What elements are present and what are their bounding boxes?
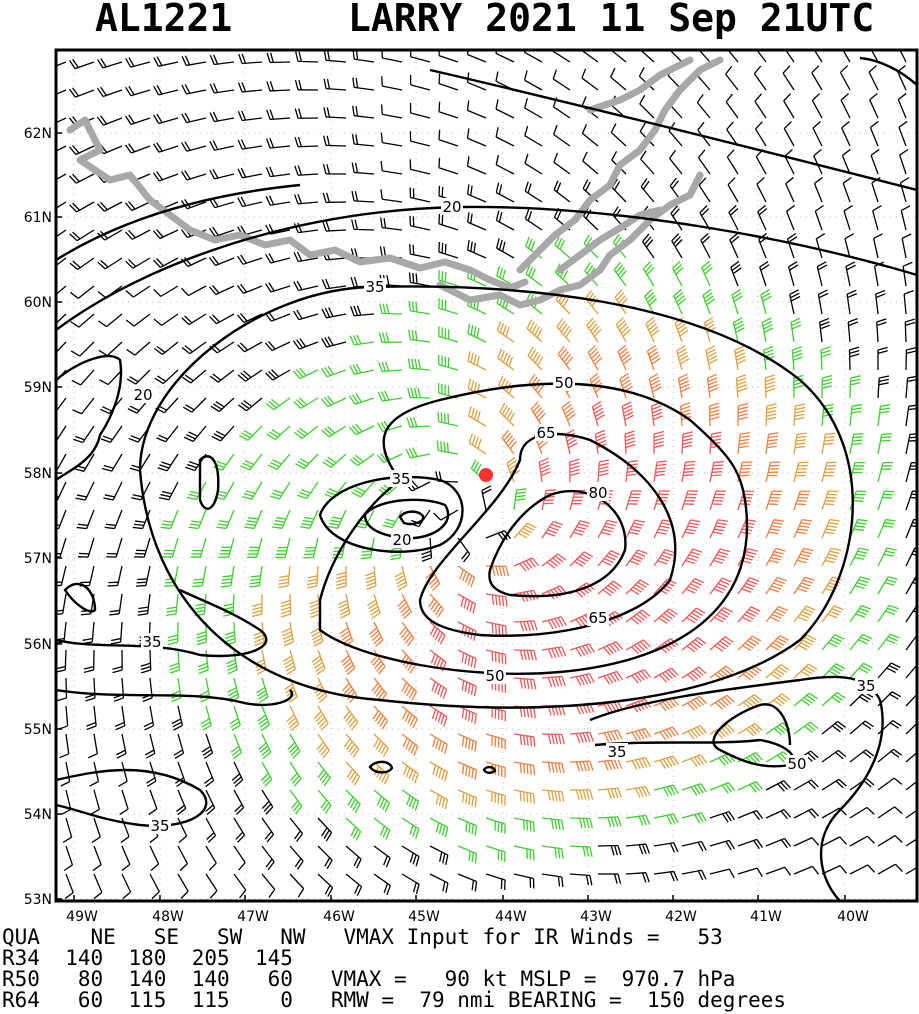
- contour-label: 20: [133, 386, 152, 404]
- lat-tick-label: 55N: [24, 722, 52, 738]
- contour-label: 35: [856, 677, 875, 695]
- greenland-coastline: [66, 56, 724, 309]
- r34-nw: 145: [254, 946, 293, 970]
- lat-tick-label: 58N: [24, 466, 52, 482]
- latitude-axis: 62N 61N 60N 59N 58N 57N 56N 55N 54N 53N: [24, 126, 62, 908]
- nw-label: NW: [280, 925, 306, 949]
- lon-tick-label: 48W: [152, 909, 184, 925]
- r50-se: 140: [128, 967, 167, 991]
- ne-label: NE: [90, 925, 116, 949]
- contour-label: 35: [391, 470, 410, 488]
- r64-nw: 0: [280, 988, 293, 1012]
- contour-label: 65: [536, 424, 555, 442]
- contour-label: 65: [588, 609, 607, 627]
- lat-tick-label: 54N: [24, 807, 52, 823]
- r50-row: R50 80 140 140 60 VMAX = 90 kt MSLP = 97…: [2, 969, 735, 990]
- r64-row: R64 60 115 115 0 RMW = 79 nmi BEARING = …: [2, 990, 786, 1011]
- r50-nw: 60: [267, 967, 293, 991]
- storm-id-title: AL1221: [95, 0, 233, 40]
- lon-tick-label: 40W: [837, 909, 869, 925]
- r34-sw: 205: [191, 946, 230, 970]
- lat-tick-label: 61N: [24, 210, 52, 226]
- r50-sw: 140: [191, 967, 230, 991]
- lat-tick-label: 56N: [24, 637, 52, 653]
- lon-tick-label: 49W: [66, 909, 98, 925]
- contour-label: 80: [588, 484, 607, 502]
- vmax-ir-label: VMAX Input for IR Winds =: [343, 925, 660, 949]
- radii-header-row: QUA NE SE SW NW VMAX Input for IR Winds …: [2, 927, 723, 948]
- sw-label: SW: [216, 925, 243, 949]
- contour-labels: 20 35 20 50 65 35 20 80 65 35 50 35 35 50 35: [132, 198, 877, 835]
- vmax-label: VMAX =: [330, 967, 407, 991]
- rmw-label: RMW =: [330, 988, 395, 1012]
- r50-label: R50: [2, 967, 40, 991]
- lat-tick-label: 53N: [24, 892, 52, 908]
- r50-ne: 80: [77, 967, 104, 991]
- contour-label: 35: [150, 817, 169, 835]
- lon-tick-label: 43W: [580, 909, 612, 925]
- r64-sw: 115: [191, 988, 230, 1012]
- storm-name-time-title: LARRY 2021 11 Sep 21UTC: [348, 0, 875, 40]
- r64-label: R64: [2, 988, 40, 1012]
- r34-row: R34 140 180 205 145: [2, 948, 293, 969]
- se-label: SE: [153, 925, 180, 949]
- contour-label: 20: [442, 198, 461, 216]
- bearing-value: 150 degrees: [646, 988, 787, 1012]
- mslp-label: MSLP =: [520, 967, 597, 991]
- contour-label: 20: [392, 531, 411, 549]
- wind-barbs: [56, 50, 917, 900]
- mslp-value: 970.7 hPa: [621, 967, 736, 991]
- r34-se: 180: [128, 946, 167, 970]
- contour-label: 35: [365, 278, 384, 296]
- vmax-ir-value: 53: [697, 925, 723, 949]
- contour-label: 50: [787, 755, 806, 773]
- map-frame: [54, 48, 919, 903]
- contour-label: 35: [142, 633, 161, 651]
- bearing-label: BEARING =: [507, 988, 622, 1012]
- qua-label: QUA: [2, 925, 40, 949]
- lon-tick-label: 44W: [495, 909, 527, 925]
- r64-se: 115: [128, 988, 167, 1012]
- contour-label: 50: [554, 374, 573, 392]
- lat-tick-label: 62N: [24, 126, 52, 142]
- vmax-value: 90 kt: [444, 967, 508, 991]
- lon-tick-label: 47W: [237, 909, 269, 925]
- rmw-value: 79 nmi: [419, 988, 496, 1012]
- lon-tick-label: 41W: [750, 909, 782, 925]
- lon-tick-label: 42W: [665, 909, 697, 925]
- lon-tick-label: 45W: [408, 909, 440, 925]
- lat-tick-label: 57N: [24, 551, 52, 567]
- r64-ne: 60: [77, 988, 104, 1012]
- longitude-axis: 49W 48W 47W 46W 45W 44W 43W 42W 41W 40W: [66, 895, 869, 925]
- lat-tick-label: 59N: [24, 380, 52, 396]
- lat-tick-label: 60N: [24, 295, 52, 311]
- r34-ne: 140: [65, 946, 104, 970]
- r34-label: R34: [2, 946, 40, 970]
- storm-center-dot: [479, 468, 493, 482]
- contour-label: 50: [485, 667, 504, 685]
- lon-tick-label: 46W: [323, 909, 355, 925]
- contour-label: 35: [607, 743, 626, 761]
